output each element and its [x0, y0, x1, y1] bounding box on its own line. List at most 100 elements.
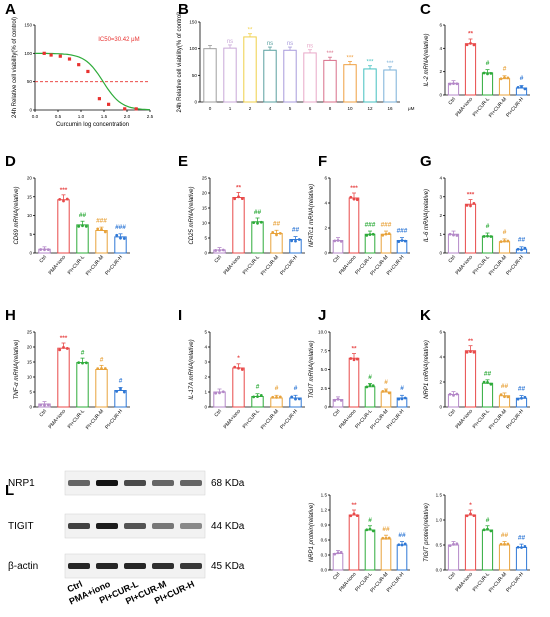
data-point	[448, 544, 452, 548]
category-label: PI+CUR-L	[67, 254, 86, 276]
significance-label: #	[368, 374, 372, 381]
y-tick-label: 0	[439, 93, 442, 98]
y-tick-label: 5	[29, 232, 32, 237]
bar	[223, 47, 237, 103]
data-point	[355, 198, 359, 202]
significance-label: ***	[326, 51, 334, 57]
data-point	[371, 529, 375, 533]
data-point	[42, 51, 46, 55]
significance-label: ##	[398, 532, 406, 539]
data-point	[489, 529, 493, 533]
significance-label: **	[468, 338, 474, 345]
category-label: PI+CUR-M	[85, 408, 105, 430]
significance-label: ##	[501, 532, 509, 539]
significance-label: #	[275, 385, 279, 392]
data-point	[336, 397, 340, 401]
y-tick-label: 15	[202, 206, 208, 211]
data-point	[455, 392, 459, 396]
bar	[348, 197, 360, 254]
significance-label: **	[468, 31, 474, 38]
category-label: Ctrl	[213, 254, 223, 264]
data-point	[355, 514, 359, 518]
bar	[363, 68, 377, 103]
y-tick-label: 3	[204, 360, 207, 365]
panel-letter: F	[318, 153, 327, 170]
data-point	[482, 528, 486, 532]
y-tick-label: 10	[27, 375, 33, 380]
data-point	[333, 239, 337, 243]
y-axis-label: CD25 mRNA(relative)	[189, 186, 195, 244]
panel-letter: G	[420, 153, 432, 170]
data-point	[336, 239, 340, 242]
data-point	[333, 552, 337, 556]
bar	[481, 382, 494, 408]
y-tick-label: 4	[439, 176, 442, 181]
y-tick-label: 0	[29, 405, 32, 410]
category-label: PI+CUR-L	[242, 254, 261, 276]
significance-label: ##	[501, 383, 509, 390]
data-point	[271, 230, 275, 234]
y-tick-label: 6	[439, 23, 442, 28]
data-point	[499, 77, 503, 81]
data-point	[465, 350, 469, 354]
category-label: PI+CUR-H	[505, 408, 525, 430]
data-point	[294, 397, 297, 401]
bar	[498, 78, 511, 96]
data-point	[381, 389, 385, 393]
y-tick-label: 2	[439, 380, 442, 385]
y-tick-label: 20	[202, 191, 208, 196]
blot-band	[96, 480, 118, 486]
data-point	[384, 232, 388, 236]
data-point	[96, 367, 100, 371]
bar	[270, 233, 283, 254]
data-point	[297, 397, 301, 401]
data-point	[119, 387, 122, 391]
data-point	[100, 227, 103, 231]
panel-e: E 0 5 10 15 20 25 CD25 mRNA(relative) Ctrl ** PMA+…	[178, 153, 305, 277]
bar	[57, 199, 70, 254]
data-point	[489, 235, 493, 238]
blot-band	[68, 523, 90, 529]
bar	[251, 221, 264, 254]
data-point	[523, 395, 527, 399]
data-point	[271, 395, 275, 399]
bar	[232, 197, 245, 254]
data-point	[523, 87, 527, 91]
y-axis-label: TIGIT protein(relative)	[424, 503, 430, 562]
category-label: 1	[229, 106, 232, 111]
y-tick-label: 0	[29, 251, 32, 256]
data-point	[486, 234, 489, 238]
panel-letter: B	[178, 1, 189, 18]
significance-label: #	[486, 517, 490, 524]
significance-label: ##	[292, 227, 300, 234]
data-point	[486, 72, 489, 76]
category-label: PI+CUR-M	[85, 254, 105, 276]
significance-label: #	[100, 357, 104, 364]
data-point	[469, 204, 472, 208]
bar	[380, 233, 392, 254]
data-point	[67, 57, 72, 61]
data-point	[397, 240, 401, 244]
category-label: Ctrl	[38, 408, 48, 418]
bar	[498, 241, 511, 254]
data-point	[62, 199, 65, 203]
data-point	[469, 41, 472, 45]
data-point	[77, 63, 81, 67]
bar	[481, 529, 494, 571]
data-point	[503, 76, 506, 80]
blot-band	[124, 563, 146, 569]
category-label: PI+CUR-H	[386, 408, 406, 430]
data-point	[520, 396, 523, 400]
y-tick-label: 1	[439, 232, 442, 237]
data-point	[115, 389, 119, 393]
data-point	[237, 195, 240, 199]
data-point	[233, 365, 237, 369]
bar	[76, 224, 89, 254]
data-point	[100, 367, 103, 370]
category-label: PI+CUR-H	[104, 254, 124, 276]
data-point	[62, 345, 65, 349]
y-tick-label: 0.5	[436, 543, 443, 548]
y-tick-label: 150	[24, 23, 32, 28]
significance-label: ***	[386, 61, 394, 67]
data-point	[523, 545, 527, 548]
